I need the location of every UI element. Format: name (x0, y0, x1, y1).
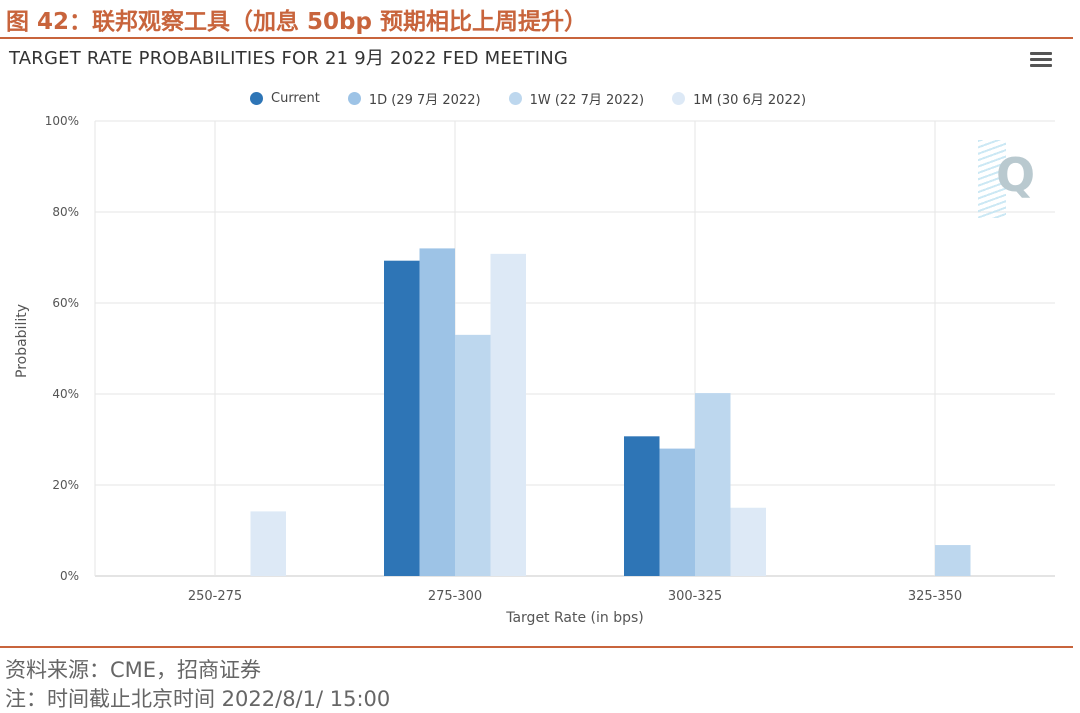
watermark-stripes (978, 140, 1006, 218)
legend-item-1w[interactable]: 1W (22 7月 2022) (508, 89, 645, 108)
header-rule (0, 37, 1073, 39)
x-tick-label: 325-350 (908, 589, 962, 604)
legend-label: 1W (22 7月 2022) (529, 93, 645, 108)
quikstrike-logo: Q (996, 148, 1036, 202)
bar-300-325-series-3 (730, 507, 766, 576)
bar-275-300-series-1 (419, 248, 455, 576)
legend-label: Current (271, 91, 320, 106)
bar-300-325-series-2 (695, 393, 731, 576)
bar-250-275-series-3 (250, 511, 286, 576)
footer-rule (0, 646, 1073, 648)
y-axis-label: Probability (14, 303, 30, 378)
x-axis-label: Target Rate (in bps) (506, 610, 644, 626)
bar-300-325-series-0 (624, 436, 660, 576)
legend-marker (672, 92, 686, 105)
y-tick-label: 60% (52, 296, 79, 310)
legend-marker (508, 92, 522, 105)
chart-title: TARGET RATE PROBABILITIES FOR 21 9月 2022… (9, 48, 569, 69)
legend-item-1m[interactable]: 1M (30 6月 2022) (672, 89, 806, 108)
y-tick-label: 80% (52, 205, 79, 219)
bar-325-350-series-2 (935, 545, 971, 576)
y-tick-label: 40% (52, 387, 79, 401)
y-tick-label: 20% (52, 478, 79, 492)
chart-legend: Current 1D (29 7月 2022) 1W (22 7月 2022) … (250, 89, 806, 108)
legend-marker (347, 92, 361, 105)
x-tick-label: 300-325 (668, 589, 722, 604)
legend-label: 1D (29 7月 2022) (368, 93, 481, 108)
x-tick-label: 250-275 (188, 589, 242, 604)
legend-item-1d[interactable]: 1D (29 7月 2022) (347, 89, 481, 108)
legend-marker (250, 92, 263, 105)
figure-header: 图 42：联邦观察工具（加息 50bp 预期相比上周提升） (6, 9, 587, 35)
time-note: 注：时间截止北京时间 2022/8/1/ 15:00 (5, 687, 391, 711)
bar-275-300-series-3 (490, 253, 526, 577)
y-tick-label: 0% (60, 569, 79, 583)
source-note: 资料来源：CME，招商证券 (5, 658, 262, 682)
x-tick-label: 275-300 (428, 589, 482, 604)
legend-label: 1M (30 6月 2022) (693, 93, 807, 108)
bar-275-300-series-2 (455, 334, 491, 576)
hamburger-menu-icon[interactable] (1030, 52, 1052, 72)
bar-300-325-series-1 (659, 448, 695, 576)
y-tick-label: 100% (45, 114, 79, 128)
bar-275-300-series-0 (384, 260, 420, 576)
legend-item-current[interactable]: Current (250, 89, 320, 108)
